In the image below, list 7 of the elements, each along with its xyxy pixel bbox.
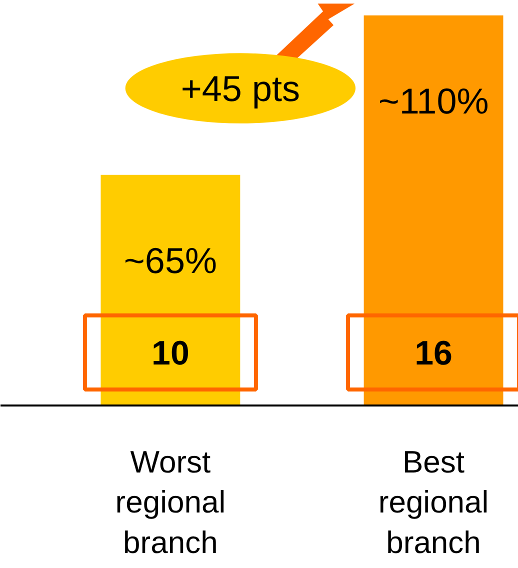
data-label: ~110% <box>378 80 489 122</box>
annotation: 10 <box>152 334 190 372</box>
data-label: ~65% <box>124 240 217 282</box>
x-tick-label: Worst regional branch <box>115 444 226 560</box>
annotation: 16 <box>414 334 452 372</box>
annotation: +45 pts <box>180 68 300 109</box>
x-tick-label: Best regional branch <box>378 444 489 560</box>
